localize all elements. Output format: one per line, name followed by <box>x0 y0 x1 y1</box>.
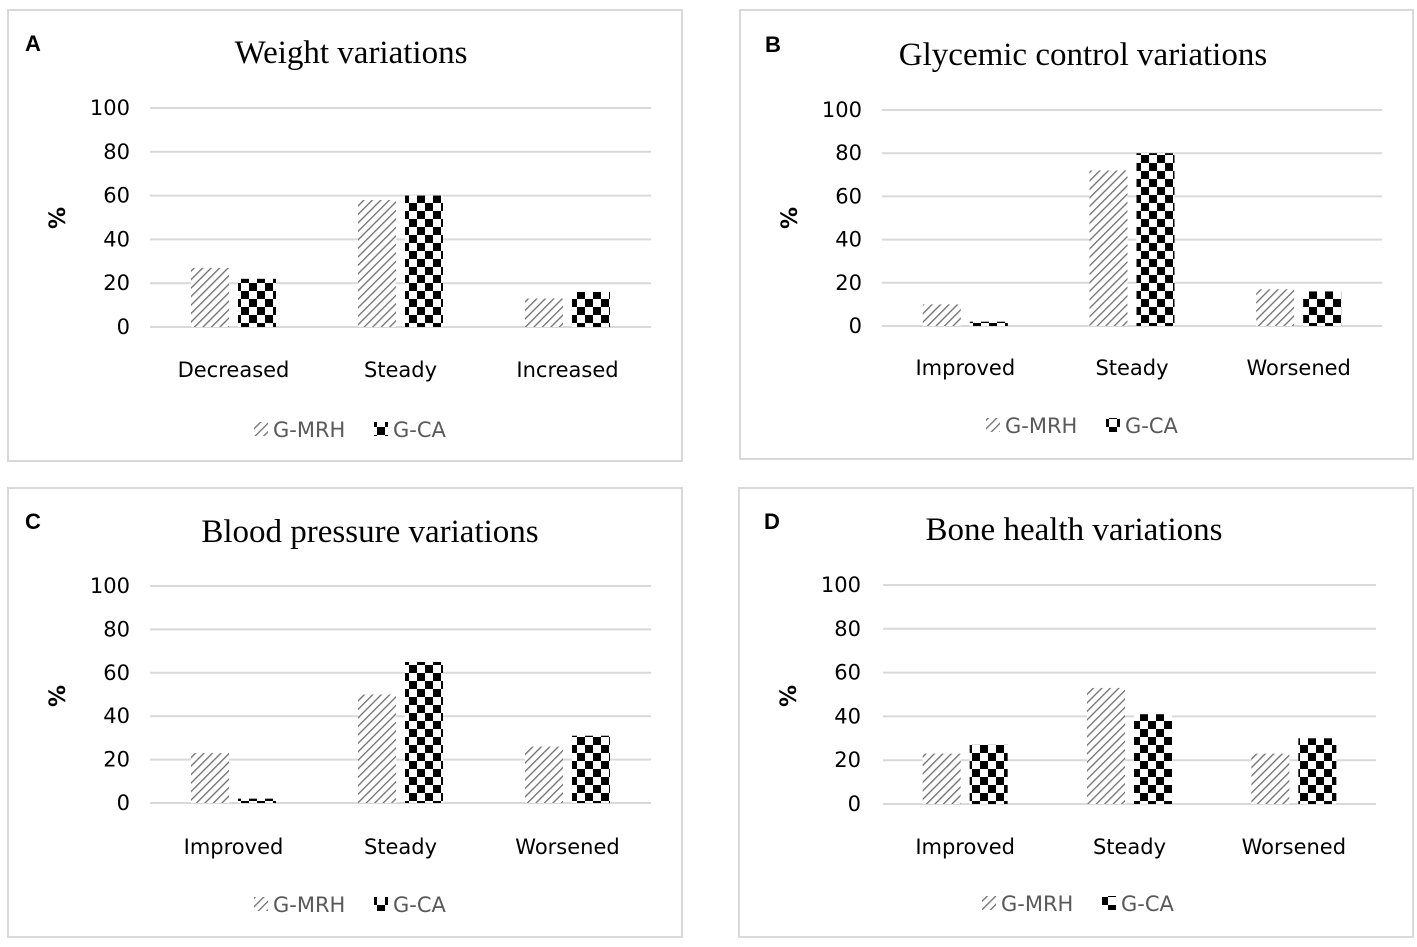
legend-swatch-g-ca <box>374 422 388 436</box>
category-label: Worsened <box>515 835 619 859</box>
chart-svg: Bone health variations% 0 20 40 60 80 100 Impro… <box>777 512 1376 916</box>
bar-g-mrh-decreased <box>191 267 229 327</box>
chart-panel-c: Blood pressure variations% 0 20 40 60 80 100 Im… <box>7 487 683 938</box>
panel-letter-c: C <box>25 509 41 534</box>
bar-g-ca-worsened <box>1298 738 1337 804</box>
panel-letter-a: A <box>25 31 41 56</box>
bar-g-mrh-improved <box>922 304 961 326</box>
legend-swatch-g-mrh <box>254 422 268 436</box>
legend-swatch-g-ca <box>374 897 388 911</box>
bar-g-mrh-improved <box>191 753 229 803</box>
chart-svg: Blood pressure variations% 0 20 40 60 80 100 Im… <box>46 514 651 917</box>
legend-label-g-ca: G-CA <box>1121 892 1175 916</box>
chart-title: Glycemic control variations <box>899 37 1267 73</box>
panel-letter-d: D <box>764 509 780 534</box>
y-tick-label: 80 <box>835 141 862 165</box>
category-label: Steady <box>364 358 437 382</box>
y-tick-label: 0 <box>117 315 130 339</box>
y-tick-label: 20 <box>103 748 130 772</box>
y-tick-label: 80 <box>103 140 130 164</box>
bar-g-ca-improved <box>238 798 276 803</box>
category-label: Steady <box>1095 356 1168 380</box>
bar-g-ca-increased <box>572 291 610 327</box>
bar-g-ca-improved <box>969 321 1008 326</box>
y-tick-label: 100 <box>822 98 862 122</box>
bar-g-ca-steady <box>405 661 443 803</box>
legend-swatch-g-mrh <box>982 896 996 910</box>
legend-label-g-ca: G-CA <box>393 418 447 442</box>
y-tick-label: 60 <box>835 184 862 208</box>
y-tick-label: 0 <box>849 314 862 338</box>
bar-g-mrh-steady <box>358 199 396 327</box>
bar-g-ca-worsened <box>1303 291 1342 326</box>
y-tick-label: 60 <box>834 661 861 685</box>
bar-g-ca-steady <box>1136 153 1175 326</box>
y-tick-label: 0 <box>117 791 130 815</box>
bar-g-ca-improved <box>969 744 1008 804</box>
y-tick-label: 40 <box>103 227 130 251</box>
y-axis-label: % <box>777 685 802 707</box>
chart-panel-d: Bone health variations% 0 20 40 60 80 100 Impro… <box>738 487 1414 938</box>
chart-title: Weight variations <box>235 35 468 71</box>
y-tick-label: 60 <box>103 184 130 208</box>
y-tick-label: 80 <box>834 617 861 641</box>
y-tick-label: 60 <box>103 661 130 685</box>
legend-swatch-g-mrh <box>986 418 1000 432</box>
chart-svg: Glycemic control variations% 0 20 40 60 80 100… <box>778 37 1382 438</box>
y-tick-label: 20 <box>835 271 862 295</box>
y-tick-label: 80 <box>103 617 130 641</box>
bar-g-ca-worsened <box>572 735 610 803</box>
bar-g-mrh-increased <box>525 298 563 327</box>
y-axis-label: % <box>46 685 71 707</box>
y-tick-label: 40 <box>835 228 862 252</box>
y-tick-label: 100 <box>90 96 130 120</box>
bar-g-ca-steady <box>405 195 443 327</box>
bar-g-mrh-steady <box>1087 687 1125 804</box>
category-label: Improved <box>915 835 1015 859</box>
category-label: Decreased <box>178 358 290 382</box>
legend-label-g-mrh: G-MRH <box>273 418 345 442</box>
category-label: Worsened <box>1242 835 1346 859</box>
chart-title: Bone health variations <box>926 512 1223 548</box>
legend-label-g-mrh: G-MRH <box>1005 414 1077 438</box>
category-label: Improved <box>915 356 1015 380</box>
y-axis-label: % <box>46 207 71 229</box>
bar-g-mrh-worsened <box>525 746 563 803</box>
y-tick-label: 100 <box>821 573 861 597</box>
y-axis-label: % <box>778 207 803 229</box>
category-label: Worsened <box>1246 356 1350 380</box>
legend-label-g-ca: G-CA <box>1125 414 1179 438</box>
bar-g-mrh-steady <box>1089 170 1128 326</box>
chart-svg: Weight variations% 0 20 40 60 80 100 Decreased S… <box>46 35 651 442</box>
chart-panel-a: Weight variations% 0 20 40 60 80 100 Decreased S… <box>7 9 683 462</box>
chart-title: Blood pressure variations <box>201 514 538 550</box>
category-label: Increased <box>516 358 618 382</box>
y-tick-label: 20 <box>834 748 861 772</box>
y-tick-label: 20 <box>103 271 130 295</box>
bar-g-mrh-steady <box>358 694 396 803</box>
legend-swatch-g-ca <box>1102 896 1116 910</box>
bar-g-mrh-improved <box>922 753 961 804</box>
category-label: Steady <box>1093 835 1166 859</box>
category-label: Improved <box>184 835 284 859</box>
y-tick-label: 40 <box>834 704 861 728</box>
chart-panel-b: Glycemic control variations% 0 20 40 60 80 100… <box>739 9 1414 460</box>
legend-label-g-mrh: G-MRH <box>273 893 345 917</box>
y-tick-label: 100 <box>90 574 130 598</box>
bar-g-ca-steady <box>1134 714 1172 804</box>
y-tick-label: 40 <box>103 704 130 728</box>
legend-swatch-g-mrh <box>254 897 268 911</box>
y-tick-label: 0 <box>848 792 861 816</box>
legend-label-g-mrh: G-MRH <box>1001 892 1073 916</box>
legend-swatch-g-ca <box>1106 418 1120 432</box>
bar-g-ca-decreased <box>238 278 276 327</box>
category-label: Steady <box>364 835 437 859</box>
bar-g-mrh-worsened <box>1251 753 1290 804</box>
bar-g-mrh-worsened <box>1256 289 1295 326</box>
panel-letter-b: B <box>765 32 781 57</box>
legend-label-g-ca: G-CA <box>393 893 447 917</box>
